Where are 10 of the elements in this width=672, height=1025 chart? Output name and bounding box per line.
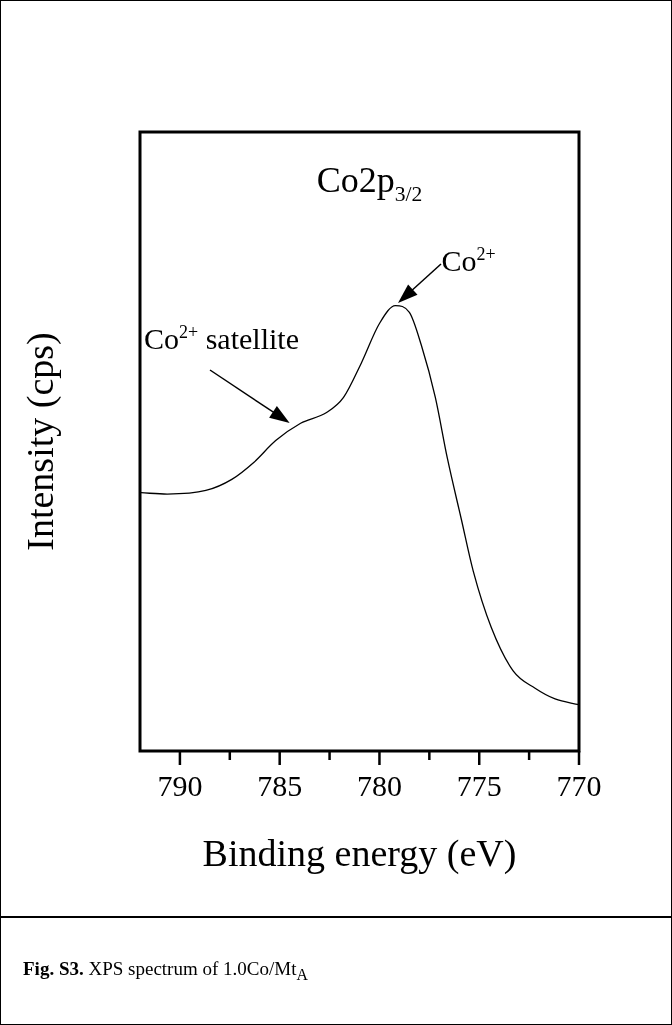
x-tick-label: 780 xyxy=(356,768,402,802)
x-tick-label: 775 xyxy=(456,768,502,802)
caption: Fig. S3. XPS spectrum of 1.0Co/Mt$_{A}$ xyxy=(1,916,671,984)
x-axis-title: Binding energy (eV) xyxy=(202,832,517,875)
annotation: Co$^{2+}$ xyxy=(441,242,497,279)
x-tick-label: 790 xyxy=(157,768,203,802)
annotation: Co$^{2+}$ satellite xyxy=(144,320,299,357)
x-tick-label: 785 xyxy=(257,768,303,802)
y-axis-title: Intensity (cps) xyxy=(19,332,62,551)
x-tick-label: 770 xyxy=(556,768,602,802)
